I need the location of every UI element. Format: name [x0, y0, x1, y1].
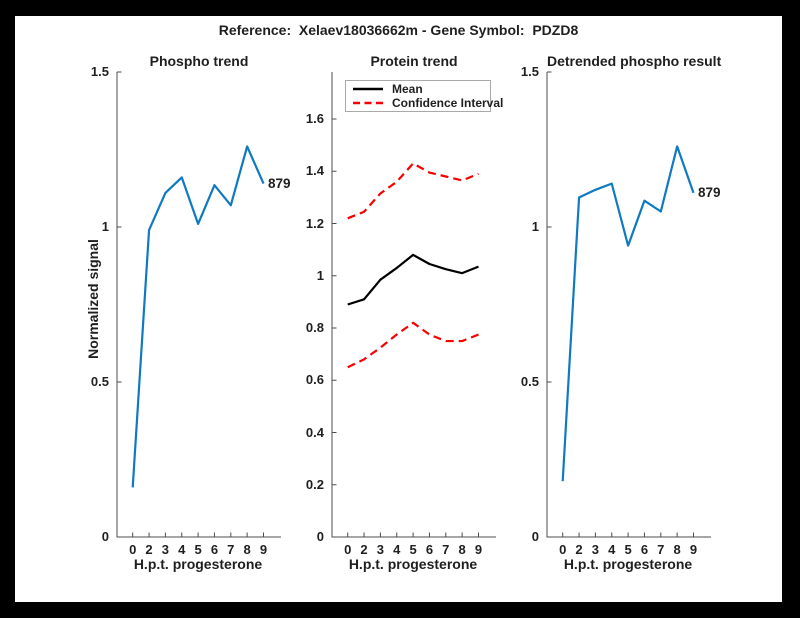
y-tick-label: 1.5 [90, 64, 109, 79]
series-line-confidence-interval-upper [347, 162, 479, 220]
y-tick-label: 0.5 [520, 374, 539, 389]
axis-spines [546, 72, 711, 538]
x-tick-label: 2 [360, 542, 368, 557]
x-tick-label: 6 [425, 542, 434, 557]
axis-spines [331, 72, 496, 538]
x-tick-label: 6 [210, 542, 219, 557]
legend-entry-confidence-interval: Confidence Interval [346, 96, 503, 110]
legend: Mean Confidence Interval [345, 80, 503, 112]
x-tick-label: 3 [161, 542, 169, 557]
legend-confidence-interval-line-sample [353, 101, 383, 105]
x-tick-label: 3 [591, 542, 599, 557]
legend-entry-mean: Mean [346, 82, 490, 96]
y-tick-label: 1.4 [305, 163, 324, 179]
tick-marks [547, 71, 694, 538]
x-tick-label: 2 [145, 542, 153, 557]
series-line-mean [347, 253, 479, 306]
figure-title: Reference: Xelaev18036662m - Gene Symbol… [218, 22, 579, 38]
x-tick-label: 6 [640, 542, 649, 557]
y-tick-label: 0.2 [305, 476, 324, 492]
x-axis-label-protein: H.p.t. progesterone [348, 556, 478, 572]
x-tick-label: 9 [259, 542, 268, 557]
x-tick-label: 7 [657, 542, 665, 557]
x-tick-label: 5 [194, 542, 202, 557]
x-axis-label-phospho: H.p.t. progesterone [133, 556, 263, 572]
x-tick-label: 9 [689, 542, 698, 557]
series-line-confidence-interval-lower [347, 321, 479, 369]
y-tick-label: 0 [531, 529, 539, 544]
x-tick-label: 4 [393, 542, 401, 557]
tick-marks [332, 118, 479, 538]
y-tick-label: 0.8 [305, 320, 324, 335]
series-end-label-phospho: 879 [268, 176, 291, 191]
x-tick-label: 0 [129, 542, 137, 557]
series-end-label-detrended: 879 [698, 185, 721, 200]
series-line-detrended-phospho [561, 145, 695, 482]
series-line-phospho-trend [131, 145, 265, 488]
y-tick-label: 0 [316, 529, 324, 544]
subplot-title-protein-trend: Protein trend [370, 53, 458, 69]
subplot-2-plot-area [546, 71, 711, 538]
y-tick-label: 0.5 [90, 374, 109, 389]
x-tick-label: 8 [673, 542, 681, 557]
tick-marks [117, 71, 264, 538]
axis-spines [116, 72, 281, 538]
x-tick-label: 5 [624, 542, 632, 557]
y-tick-label: 0 [101, 529, 109, 544]
subplot-title-phospho-trend: Phospho trend [149, 53, 249, 69]
figure-background: Reference: Xelaev18036662m - Gene Symbol… [15, 16, 782, 602]
x-tick-label: 0 [344, 542, 352, 557]
subplot-title-detrended-phospho: Detrended phospho result [547, 53, 722, 69]
subplot-0-plot-area [116, 71, 281, 538]
x-tick-label: 7 [442, 542, 450, 557]
x-tick-label: 8 [243, 542, 251, 557]
x-tick-label: 0 [559, 542, 567, 557]
x-tick-label: 7 [227, 542, 235, 557]
x-axis-label-detrended: H.p.t. progesterone [563, 556, 693, 572]
y-axis-label: Normalized signal [85, 239, 101, 359]
x-tick-label: 4 [608, 542, 616, 557]
y-tick-label: 1 [316, 267, 324, 283]
subplot-1-plot-area [331, 72, 496, 538]
x-tick-label: 5 [409, 542, 417, 557]
y-tick-label: 1.2 [305, 215, 324, 231]
legend-mean-line-sample [353, 87, 383, 91]
y-tick-label: 0.6 [305, 372, 324, 388]
x-tick-label: 2 [575, 542, 583, 557]
x-tick-label: 9 [474, 542, 483, 557]
x-tick-label: 4 [178, 542, 186, 557]
y-tick-label: 1 [101, 219, 109, 234]
x-tick-label: 8 [458, 542, 466, 557]
y-tick-label: 1.5 [520, 64, 539, 79]
y-tick-label: 1 [531, 219, 539, 234]
legend-label-confidence-interval: Confidence Interval [392, 96, 504, 110]
y-tick-label: 1.6 [305, 111, 324, 127]
y-tick-label: 0.4 [305, 424, 324, 440]
x-tick-label: 3 [376, 542, 384, 557]
legend-label-mean: Mean [392, 82, 423, 96]
